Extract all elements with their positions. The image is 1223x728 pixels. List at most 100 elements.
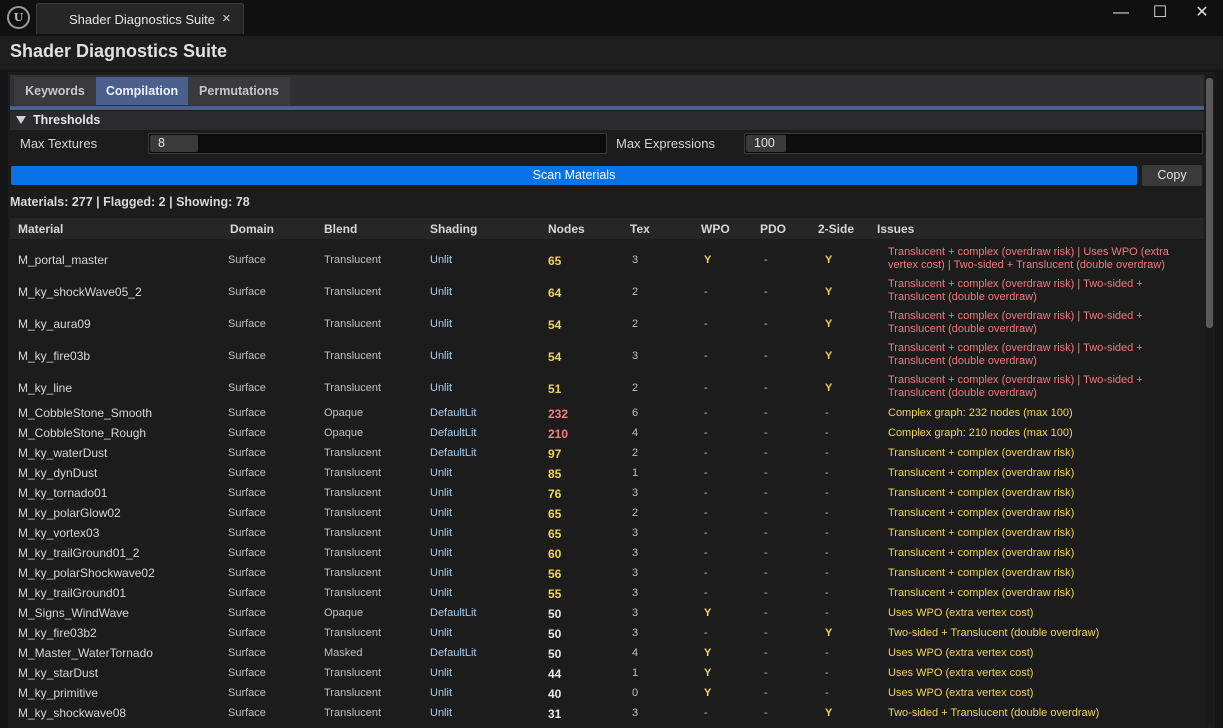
table-row[interactable]: M_Signs_WindWave Surface Opaque DefaultLit 5… — [10, 603, 1204, 623]
cell-tex: 3 — [632, 350, 639, 362]
cell-pdo: - — [764, 254, 768, 266]
table-row[interactable]: M_ky_shockwave08 Surface Translucent Unlit 3… — [10, 703, 1204, 723]
cell-wpo: - — [704, 587, 708, 599]
column-header-material[interactable]: Material — [18, 222, 64, 236]
close-window-icon[interactable]: ✕ — [1195, 4, 1209, 21]
cell-blend: Translucent — [324, 627, 382, 639]
table-row[interactable]: M_ky_trailGround01 Surface Translucent Unli… — [10, 583, 1204, 603]
column-header-blend[interactable]: Blend — [324, 222, 358, 236]
cell-wpo: Y — [704, 254, 712, 266]
cell-issues: Translucent + complex (overdraw risk) | … — [888, 278, 1143, 303]
scrollbar-thumb[interactable] — [1206, 78, 1213, 328]
scan-materials-button[interactable]: Scan Materials — [11, 166, 1137, 185]
cell-pdo: - — [764, 567, 768, 579]
table-row[interactable]: M_ky_dynDust Surface Translucent Unlit 85 1 - -… — [10, 463, 1204, 483]
close-tab-icon[interactable]: × — [222, 10, 231, 27]
cell-two-side: - — [825, 547, 829, 559]
cell-pdo: - — [764, 487, 768, 499]
column-header-issues[interactable]: Issues — [877, 222, 915, 236]
column-header-tex[interactable]: Tex — [630, 222, 650, 236]
table-row[interactable]: M_ky_polarShockwave02 Surface Translucent U… — [10, 563, 1204, 583]
cell-blend: Translucent — [324, 487, 382, 499]
cell-shading: Unlit — [430, 467, 453, 479]
cell-two-side: Y — [825, 286, 833, 298]
table-row[interactable]: M_ky_primitive Surface Translucent Unlit 40 0… — [10, 683, 1204, 703]
cell-issues: Two-sided + Translucent (double overdraw… — [888, 627, 1100, 639]
cell-issues: Translucent + complex (overdraw risk) — [888, 547, 1075, 559]
cell-material: M_ky_tornado01 — [18, 486, 108, 500]
thresholds-header[interactable]: Thresholds — [10, 111, 1204, 130]
tab-permutations[interactable]: Permutations — [188, 77, 290, 105]
cell-blend: Translucent — [324, 547, 382, 559]
cell-tex: 2 — [632, 382, 639, 394]
cell-pdo: - — [764, 587, 768, 599]
table-row[interactable]: M_ky_line Surface Translucent Unlit 51 2 - - Y Tr… — [10, 371, 1204, 403]
cell-two-side: - — [825, 687, 829, 699]
cell-wpo: - — [704, 447, 708, 459]
cell-two-side: - — [825, 487, 829, 499]
table-row[interactable]: M_ky_polarGlow02 Surface Translucent Unlit 6… — [10, 503, 1204, 523]
tab-compilation[interactable]: Compilation — [96, 77, 188, 105]
maximize-icon[interactable]: ☐ — [1152, 4, 1168, 21]
cell-tex: 3 — [632, 487, 639, 499]
cell-blend: Translucent — [324, 567, 382, 579]
cell-issues: Complex graph: 210 nodes (max 100) — [888, 427, 1073, 439]
column-header-two-side[interactable]: 2-Side — [818, 222, 855, 236]
max-textures-field[interactable]: 8 — [148, 133, 607, 154]
tab-bar: Keywords Compilation Permutations — [10, 75, 1204, 106]
copy-button[interactable]: Copy — [1142, 165, 1202, 186]
table-row[interactable]: M_ky_starDust Surface Translucent Unlit 44 1 Y… — [10, 663, 1204, 683]
cell-issues: Translucent + complex (overdraw risk) | … — [888, 342, 1143, 367]
column-header-wpo[interactable]: WPO — [701, 222, 730, 236]
table-row[interactable]: M_ky_fire03b Surface Translucent Unlit 54 3 - -… — [10, 339, 1204, 371]
cell-tex: 2 — [632, 286, 639, 298]
cell-tex: 3 — [632, 527, 639, 539]
table-row[interactable]: M_CobbleStone_Rough Surface Opaque DefaultL… — [10, 423, 1204, 443]
table-row[interactable]: M_ky_trailGround01_2 Surface Translucent Un… — [10, 543, 1204, 563]
cell-pdo: - — [764, 447, 768, 459]
table-row[interactable]: M_ky_aura09 Surface Translucent Unlit 54 2 - - Y… — [10, 307, 1204, 339]
table-row[interactable]: M_portal_master Surface Translucent Unlit 65… — [10, 243, 1204, 275]
collapse-triangle-icon[interactable] — [16, 116, 26, 124]
cell-pdo: - — [764, 350, 768, 362]
cell-shading: DefaultLit — [430, 407, 477, 419]
cell-wpo: - — [704, 567, 708, 579]
cell-tex: 4 — [632, 647, 639, 659]
column-header-nodes[interactable]: Nodes — [548, 222, 585, 236]
table-row[interactable]: M_Master_WaterTornado Surface Masked Defaul… — [10, 643, 1204, 663]
cell-shading: Unlit — [430, 707, 453, 719]
table-row[interactable]: M_ky_fire03b2 Surface Translucent Unlit 50 3 -… — [10, 623, 1204, 643]
cell-domain: Surface — [228, 587, 266, 599]
cell-pdo: - — [764, 607, 768, 619]
cell-two-side: Y — [825, 382, 833, 394]
cell-pdo: - — [764, 507, 768, 519]
cell-issues: Two-sided + Translucent (double overdraw… — [888, 707, 1100, 719]
cell-wpo: - — [704, 627, 708, 639]
cell-issues: Translucent + complex (overdraw risk) — [888, 527, 1075, 539]
cell-issues: Uses WPO (extra vertex cost) — [888, 667, 1034, 679]
table-row[interactable]: M_ky_vortex03 Surface Translucent Unlit 65 3 -… — [10, 523, 1204, 543]
document-tab[interactable]: Shader Diagnostics Suite × — [36, 3, 244, 34]
table-header: Material Domain Blend Shading Nodes Tex … — [10, 218, 1204, 239]
tab-keywords[interactable]: Keywords — [14, 77, 96, 105]
table-row[interactable]: M_ky_waterDust Surface Translucent DefaultL… — [10, 443, 1204, 463]
cell-wpo: - — [704, 507, 708, 519]
scrollbar-track[interactable] — [1206, 75, 1213, 725]
cell-domain: Surface — [228, 254, 266, 266]
cell-domain: Surface — [228, 447, 266, 459]
column-header-domain[interactable]: Domain — [230, 222, 275, 236]
minimize-icon[interactable]: — — [1113, 4, 1129, 21]
column-header-pdo[interactable]: PDO — [760, 222, 787, 236]
cell-nodes: 55 — [548, 587, 562, 601]
cell-domain: Surface — [228, 687, 266, 699]
cell-shading: DefaultLit — [430, 647, 477, 659]
document-tab-label: Shader Diagnostics Suite — [69, 12, 215, 27]
max-expressions-field[interactable]: 100 — [744, 133, 1203, 154]
table-row[interactable]: M_ky_tornado01 Surface Translucent Unlit 76 3… — [10, 483, 1204, 503]
table-row[interactable]: M_CobbleStone_Smooth Surface Opaque Default… — [10, 403, 1204, 423]
table-row[interactable]: M_ky_shockWave05_2 Surface Translucent Unli… — [10, 275, 1204, 307]
column-header-shading[interactable]: Shading — [430, 222, 478, 236]
thresholds-label: Thresholds — [33, 113, 101, 127]
cell-shading: Unlit — [430, 254, 453, 266]
cell-material: M_ky_aura09 — [18, 317, 91, 331]
